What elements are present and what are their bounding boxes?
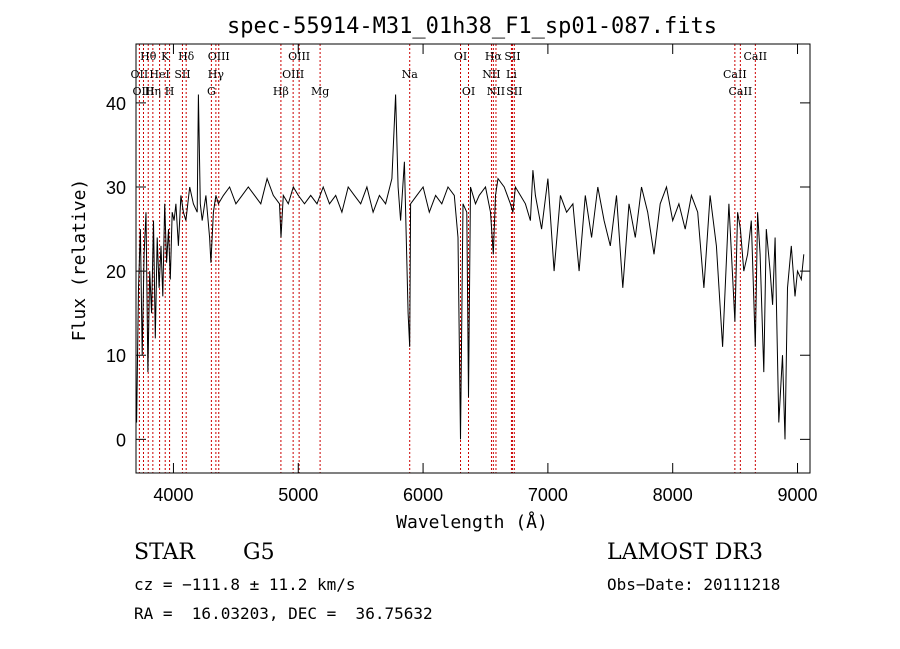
line-label: SII [174, 68, 190, 81]
line-label: HeI [149, 68, 169, 81]
x-axis-label: Wavelength (Å) [396, 511, 548, 533]
line-label: Na [402, 68, 419, 81]
line-label: Hη [145, 85, 161, 98]
line-label: OI [454, 50, 467, 63]
line-label: Hθ [140, 50, 157, 63]
line-label: CaII [723, 68, 747, 81]
x-tick-label: 8000 [653, 485, 693, 505]
line-label: NII [482, 68, 500, 81]
y-axis-ticks: 0 10 20 30 40 [106, 94, 810, 450]
line-label: NII [487, 85, 505, 98]
line-label: Hβ [273, 85, 289, 98]
line-label: SII [506, 85, 522, 98]
line-label: Hα [485, 50, 503, 63]
object-subclass: G5 [243, 540, 275, 565]
x-tick-label: 4000 [153, 485, 193, 505]
x-tick-label: 9000 [777, 485, 817, 505]
object-class: STAR [134, 540, 195, 565]
line-labels: Hθ OII OIII K HeI Hη SII H Hδ OIII Hγ G OIII OIII Hβ Mg… [131, 50, 768, 98]
coordinates: RA = 16.03203, DEC = 36.75632 [134, 604, 433, 623]
plot-frame [135, 43, 811, 474]
x-tick-label: 7000 [528, 485, 568, 505]
line-label: Mg [311, 85, 329, 98]
y-tick-label: 0 [116, 430, 126, 450]
y-tick-label: 30 [106, 178, 126, 198]
line-label: G [207, 85, 216, 98]
line-label: OI [462, 85, 475, 98]
y-axis-label: Flux (relative) [69, 179, 90, 342]
x-tick-label: 6000 [403, 485, 443, 505]
line-label: Hδ [178, 50, 195, 63]
line-label: K [161, 50, 170, 63]
line-label: SII [504, 50, 520, 63]
line-label: OIII [282, 68, 304, 81]
line-label: OII [131, 68, 149, 81]
spectrum-line [136, 94, 805, 440]
x-axis-ticks: 4000 5000 6000 7000 8000 9000 [153, 44, 818, 505]
line-markers [138, 44, 756, 473]
survey-name: LAMOST DR3 [607, 540, 763, 565]
observation-date: Obs−Date: 20111218 [607, 575, 781, 594]
y-tick-label: 40 [106, 94, 126, 114]
line-label: Hγ [208, 68, 225, 81]
line-label: CaII [729, 85, 753, 98]
y-tick-label: 20 [106, 262, 126, 282]
line-label: OIII [208, 50, 230, 63]
line-label: Li [506, 68, 517, 81]
redshift-velocity: cz = −111.8 ± 11.2 km/s [134, 575, 356, 594]
line-label: OIII [132, 85, 154, 98]
line-label: CaII [743, 50, 767, 63]
line-label: H [165, 85, 175, 98]
x-tick-label: 5000 [278, 485, 318, 505]
chart-title: spec-55914-M31_01h38_F1_sp01-087.fits [227, 14, 717, 39]
line-label: OIII [288, 50, 310, 63]
y-tick-label: 10 [106, 346, 126, 366]
